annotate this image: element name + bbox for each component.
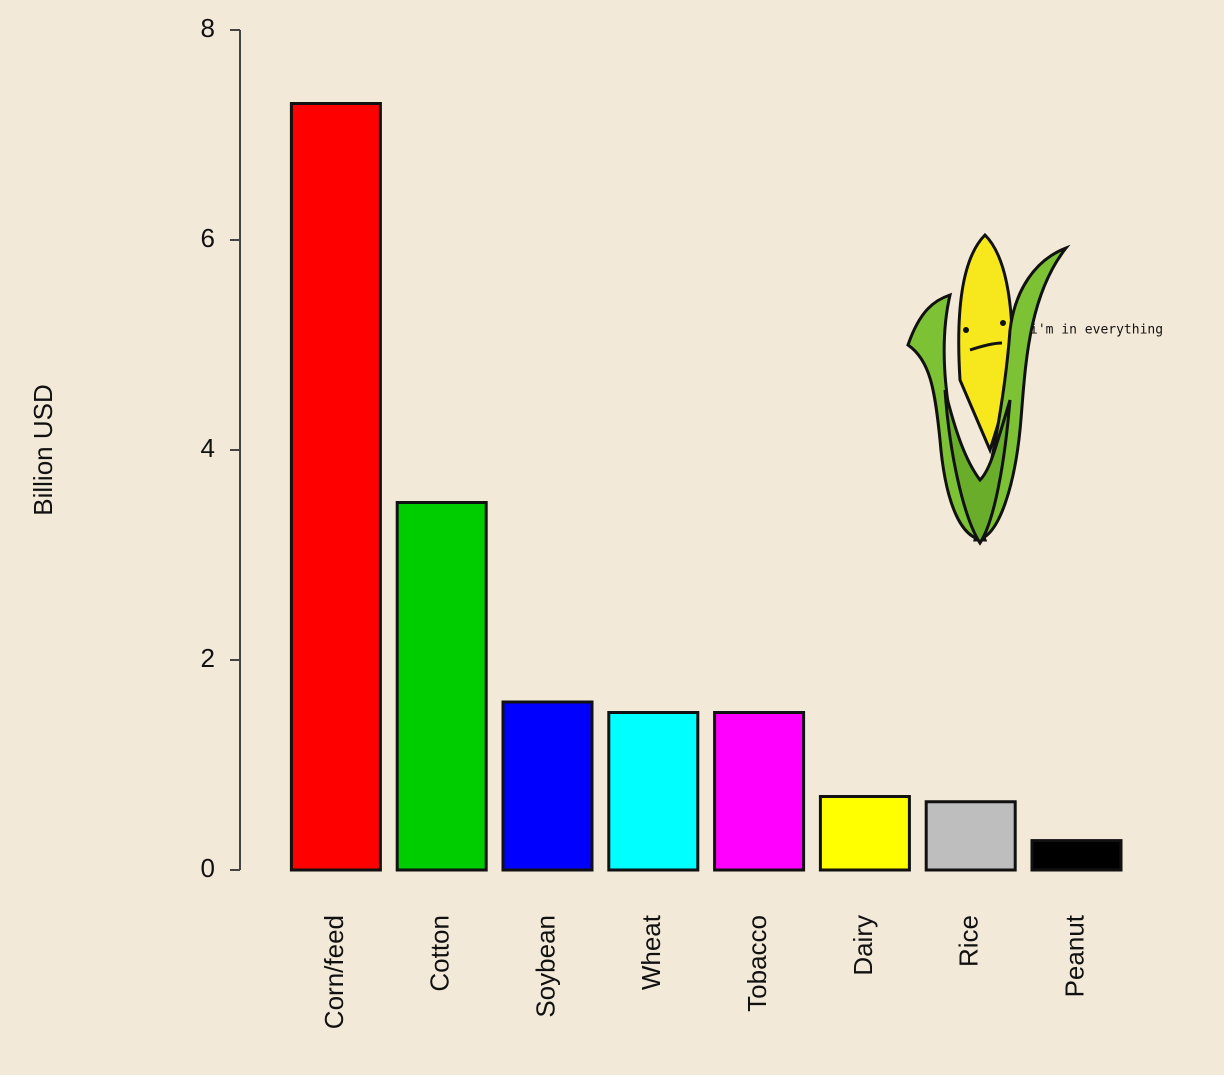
x-tick-label: Wheat — [636, 914, 666, 990]
x-tick-label: Peanut — [1059, 914, 1089, 997]
bar — [818, 795, 911, 872]
annotation: i'm in everything — [1030, 323, 1163, 338]
x-tick-label: Corn/feed — [319, 915, 349, 1029]
y-tick-label: 4 — [201, 433, 215, 463]
y-axis-label: Billion USD — [28, 384, 58, 516]
bar — [713, 711, 806, 872]
y-tick-label: 0 — [201, 853, 215, 883]
bar — [924, 800, 1017, 872]
bar — [395, 501, 488, 872]
bar — [501, 700, 594, 872]
y-tick-label: 8 — [201, 13, 215, 43]
x-tick-label: Cotton — [425, 915, 455, 992]
bar — [289, 102, 382, 872]
bar — [607, 711, 700, 872]
x-tick-label: Dairy — [848, 915, 878, 976]
y-tick-label: 6 — [201, 223, 215, 253]
x-tick-label: Tobacco — [742, 915, 772, 1012]
bar — [1030, 839, 1123, 872]
corn-illustration — [906, 232, 1071, 546]
x-tick-label: Rice — [954, 915, 984, 967]
y-tick-label: 2 — [201, 643, 215, 673]
x-tick-label: Soybean — [530, 915, 560, 1018]
